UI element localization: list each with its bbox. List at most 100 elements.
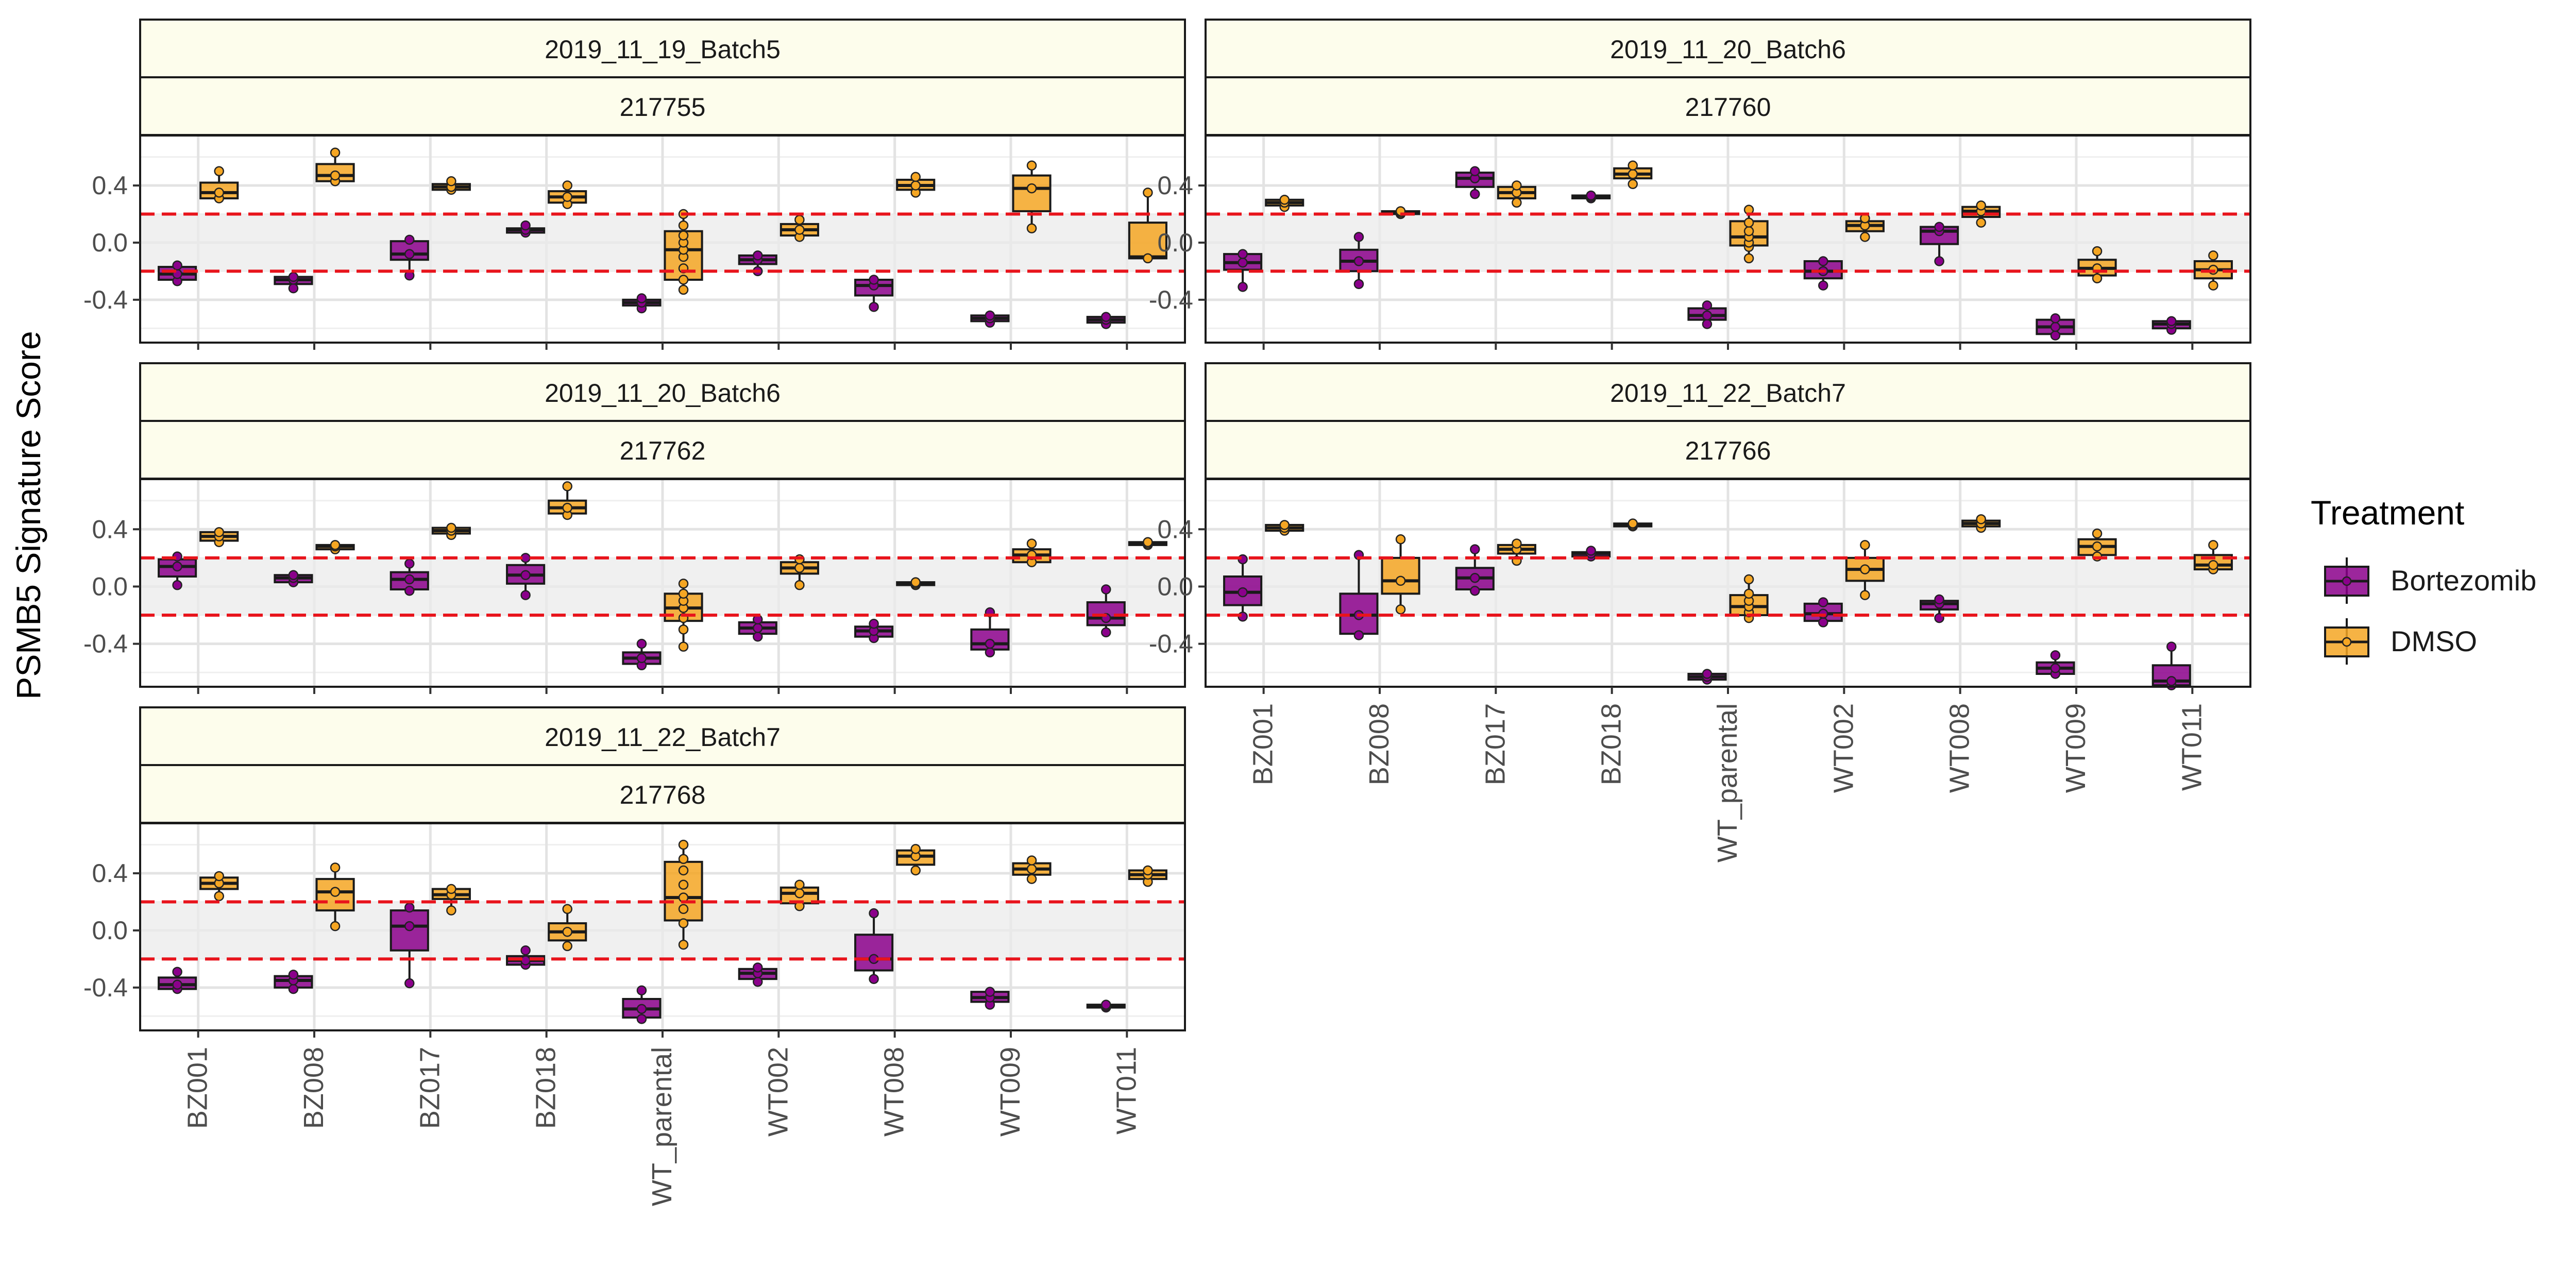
data-point (520, 590, 531, 600)
data-point (1976, 514, 1986, 524)
box-BZ008 (315, 862, 355, 931)
neutral-band (140, 902, 1185, 959)
data-point (753, 976, 763, 987)
data-point (1586, 190, 1596, 201)
data-point (1628, 160, 1638, 171)
data-point (1702, 300, 1713, 311)
neutral-band (140, 214, 1185, 272)
data-point (1279, 520, 1290, 530)
y-tick-label: 0.4 (1157, 515, 1193, 544)
data-point (2166, 316, 2177, 327)
box-BZ018 (506, 553, 546, 600)
box-BZ018 (548, 481, 587, 520)
data-point (288, 984, 299, 994)
box-WT_parental (664, 209, 703, 295)
box-WT009 (2036, 650, 2075, 679)
data-point (1743, 588, 1754, 599)
data-point (1101, 627, 1111, 638)
data-point (1238, 282, 1248, 292)
data-point (869, 275, 879, 285)
data-point (562, 502, 572, 513)
data-point (2092, 246, 2103, 257)
data-point (910, 865, 921, 876)
box-WT008 (1961, 514, 2001, 533)
data-point (2050, 321, 2061, 332)
data-point (1238, 587, 1248, 598)
data-point (1143, 188, 1153, 198)
box-BZ017 (389, 902, 429, 989)
data-point (520, 945, 531, 956)
data-point (404, 234, 415, 245)
legend-item-dmso: DMSO (2324, 618, 2477, 665)
legend: Treatment Bortezomib DMSO (2311, 494, 2536, 665)
data-point (1470, 189, 1480, 199)
box-WT_parental (664, 839, 703, 950)
data-point (2208, 540, 2218, 550)
legend-item-label: Bortezomib (2391, 564, 2536, 597)
data-point (1860, 540, 1870, 550)
box-BZ017 (431, 522, 471, 540)
box-BZ017 (389, 558, 429, 596)
data-point (172, 260, 182, 271)
box-BZ008 (1381, 534, 1420, 615)
data-point (404, 586, 415, 596)
data-point (404, 249, 415, 259)
x-tick-label: BZ008 (1364, 703, 1395, 785)
data-point (1026, 874, 1037, 884)
box-BZ008 (315, 540, 355, 554)
y-tick-label: -0.4 (1149, 630, 1193, 658)
x-tick-label: WT008 (1944, 703, 1975, 793)
data-point (562, 180, 572, 191)
data-point (1628, 518, 1638, 529)
box-BZ001 (158, 967, 197, 994)
facet-label-sample: 217762 (620, 436, 706, 465)
data-point (869, 301, 879, 312)
box-BZ001 (1265, 520, 1304, 536)
data-point (1818, 597, 1828, 607)
data-point (910, 172, 921, 182)
panel-217760: 2019_11_20_Batch6 217760 -0.4 0.0 0.4 (1149, 19, 2251, 350)
data-point (172, 967, 182, 977)
data-point (1934, 594, 1944, 605)
x-tick-label: WT008 (879, 1047, 910, 1137)
data-point (910, 844, 921, 854)
data-point (678, 904, 689, 914)
data-point (1470, 586, 1480, 596)
y-tick-label: -0.4 (1149, 285, 1193, 314)
facet-label-sample: 217755 (620, 93, 706, 122)
data-point (2050, 313, 2061, 324)
data-point (214, 188, 224, 198)
data-point (2092, 528, 2103, 539)
data-point (794, 563, 805, 573)
data-point (678, 579, 689, 589)
x-tick-label: WT009 (2060, 703, 2091, 793)
box-BZ001 (1223, 249, 1263, 292)
data-point (1353, 256, 1364, 266)
x-axis-labels: BZ001 BZ008 BZ017 BZ018 WT_parental WT002 WT00… (182, 703, 2208, 1206)
box-WT008 (1920, 222, 1959, 266)
data-point (1743, 226, 1754, 236)
box-BZ017 (1455, 544, 1495, 596)
data-point (753, 623, 763, 633)
legend-item-label: DMSO (2391, 625, 2477, 657)
data-point (636, 638, 647, 649)
box-BZ001 (199, 871, 239, 902)
data-point (330, 170, 341, 181)
data-point (678, 865, 689, 876)
data-point (2208, 280, 2218, 291)
data-point (1512, 197, 1522, 208)
data-point (520, 553, 531, 563)
data-point (910, 180, 921, 191)
series-bortezomib (158, 220, 1126, 329)
box-BZ018 (1613, 160, 1653, 190)
data-point (1353, 630, 1364, 640)
series-dmso (1265, 514, 2233, 623)
facet-label-sample: 217766 (1685, 436, 1771, 465)
box-WT008 (854, 275, 894, 312)
data-point (636, 1004, 647, 1014)
facet-strip-sample (1205, 420, 2251, 480)
box-BZ008 (274, 970, 313, 994)
data-point (214, 871, 224, 882)
data-point (1818, 617, 1828, 628)
